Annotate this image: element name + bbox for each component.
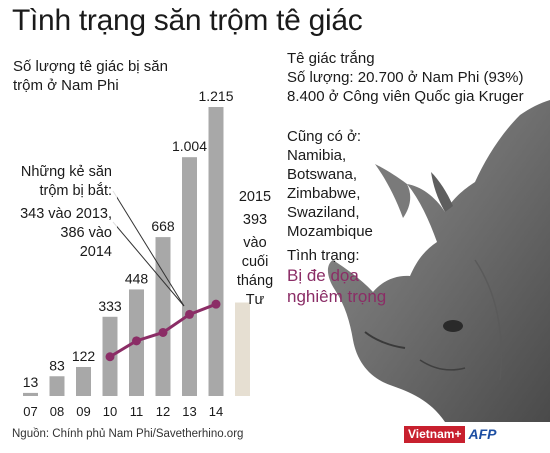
leader-line-2013 [112,190,185,307]
country-item: Zimbabwe, [287,185,361,202]
annotation-2015-line: 393 [243,212,267,228]
arrest-point [211,299,221,309]
country-item: Namibia, [287,147,347,164]
arrest-annotation-line: 343 vào 2013, [20,206,112,222]
leader-line-2014 [112,221,185,307]
chart-title: Số lượng tê giác bị săn trộm ở Nam Phi [13,57,218,95]
vietnamplus-logo: Vietnam+ [404,425,466,443]
bar-value-label: 83 [49,357,65,373]
arrest-annotation-line: 2014 [80,244,112,260]
x-tick-label: 13 [182,404,196,419]
arrest-line-series [105,299,221,362]
chart-title-line: Số lượng tê giác bị săn [13,58,168,75]
bar-13 [182,157,197,396]
conservation-status: Tình trạng: Bị đe dọa nghiêm trọng [287,246,386,307]
population-count: Số lượng: 20.700 ở Nam Phi (93%) [287,69,524,86]
x-tick-label: 09 [76,404,90,419]
bar-value-label: 1.004 [172,138,207,154]
bar-value-label: 668 [151,218,175,234]
source-note: Nguồn: Chính phủ Nam Phi/Savetherhino.or… [12,428,244,440]
x-tick-label: 12 [156,404,170,419]
country-item: Mozambique [287,223,373,240]
arrest-annotation-line: Những kẻ săn [21,164,112,180]
annotation-2015-line: 2015 [239,189,271,205]
country-item: Botswana, [287,166,358,183]
x-tick-label: 07 [23,404,37,419]
range-label: Cũng có ở: [287,128,362,145]
tick-label-group: 07 08 09 10 11 12 13 14 [23,404,223,419]
bar-value-label: 13 [23,374,39,390]
arrest-point [185,309,194,319]
x-tick-label: 10 [103,404,117,419]
bar-value-label: 122 [72,348,96,364]
annotation-2015-line: Tư [246,292,265,308]
x-tick-label: 14 [209,404,223,419]
bar-value-label: 333 [98,298,122,314]
chart-title-line: trộm ở Nam Phi [13,77,119,94]
kruger-count: 8.400 ở Công viên Quốc gia Kruger [287,88,524,105]
range-countries: Cũng có ở: Namibia, Botswana, Zimbabwe, … [287,127,373,241]
annotation-2015: 2015 393 vào cuối tháng Tư [237,189,273,308]
status-value-line: nghiêm trọng [287,287,387,306]
arrest-point [132,336,141,346]
bar-value-label: 1.215 [198,88,233,104]
bar-08 [49,376,65,396]
bar-value-label: 448 [125,270,149,286]
page-title: Tình trạng săn trộm tê giác [12,4,363,37]
publisher-logos: Vietnam+ AFP [404,425,496,443]
annotation-leader-lines [112,190,185,307]
species-info: Tê giác trắng Số lượng: 20.700 ở Nam Phi… [287,49,524,106]
afp-logo: AFP [468,426,497,442]
country-item: Swaziland, [287,204,360,221]
status-label: Tình trạng: [287,247,360,264]
arrest-annotation-line: trộm bị bắt: [39,182,112,199]
x-tick-label: 11 [130,404,144,419]
annotation-2015-line: cuối [242,254,269,270]
status-value-line: Bị đe dọa [287,266,359,285]
annotation-2015-line: tháng [237,273,273,289]
rhino-head-illustration [327,100,550,422]
bar-12 [155,237,171,396]
bar-14 [208,107,224,396]
x-tick-label: 08 [50,404,64,419]
arrest-annotation-line: 386 vào [60,225,112,241]
arrest-point [105,352,115,362]
bar-07 [23,392,38,396]
bar-2015 [235,302,250,396]
species-name: Tê giác trắng [287,50,375,67]
bar-09 [76,366,91,396]
arrest-annotation: Những kẻ săn trộm bị bắt: 343 vào 2013, … [3,158,117,262]
annotation-2015-line: vào [243,235,266,251]
arrest-point [158,327,168,337]
